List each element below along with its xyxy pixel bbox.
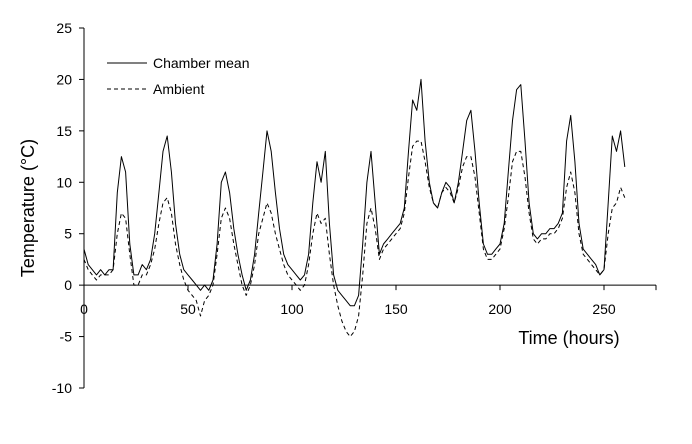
x-tick-label: 100 [280, 301, 304, 317]
y-tick-label: 10 [56, 174, 72, 190]
y-tick-label: 5 [64, 226, 72, 242]
y-tick-label: 15 [56, 123, 72, 139]
y-tick-label: 25 [56, 20, 72, 36]
x-axis-ticks: 0 50 100 150 200 250 [80, 285, 657, 317]
x-tick-label: 0 [80, 301, 88, 317]
series-line-chamber-mean [83, 78, 626, 307]
series-line-ambient [83, 140, 626, 338]
y-tick-label: -10 [52, 380, 72, 396]
y-axis-title: Temperature (°C) [18, 139, 38, 277]
y-tick-label: 20 [56, 71, 72, 87]
legend-label-ambient: Ambient [153, 81, 204, 97]
x-tick-label: 200 [488, 301, 512, 317]
y-tick-label: 0 [64, 277, 72, 293]
x-tick-label: 50 [180, 301, 196, 317]
x-axis-title: Time (hours) [518, 328, 619, 348]
series-lines [83, 78, 626, 338]
x-tick-label: 150 [384, 301, 408, 317]
y-axis-ticks: -10 -5 0 5 10 15 20 25 [52, 20, 84, 396]
legend-label-chamber-mean: Chamber mean [153, 55, 250, 71]
y-tick-label: -5 [60, 329, 73, 345]
x-tick-label: 250 [592, 301, 616, 317]
legend: Chamber mean Ambient [107, 55, 250, 97]
